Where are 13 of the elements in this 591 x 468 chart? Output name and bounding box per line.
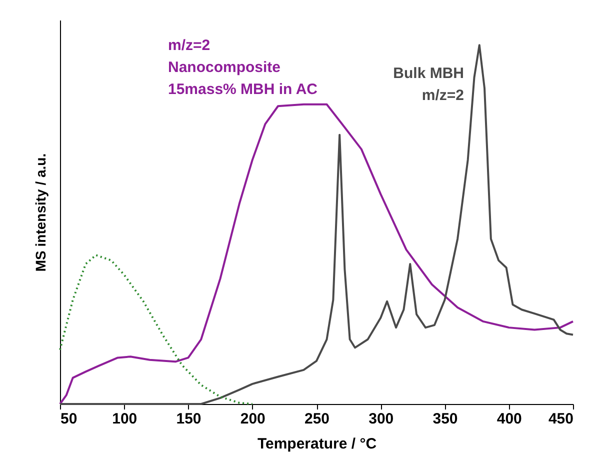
x-axis-title: Temperature / °C — [257, 436, 377, 452]
x-tick-label: 400 — [496, 410, 522, 428]
x-tick-label: 250 — [304, 410, 330, 428]
y-axis-title: MS intensity / a.u. — [32, 153, 48, 272]
x-tick-label: 300 — [368, 410, 394, 428]
x-tick-label: 200 — [240, 410, 266, 428]
series-label: m/z=2 Nanocomposite 15mass% MBH in AC — [168, 37, 318, 98]
x-tick-label: 100 — [112, 410, 138, 428]
series-label: Bulk MBH m/z=2 — [393, 65, 464, 104]
x-tick-label: 150 — [176, 410, 202, 428]
x-tick-label: 450 — [548, 410, 574, 428]
x-tick-label: 50 — [60, 410, 78, 428]
x-tick-label: 350 — [432, 410, 458, 428]
